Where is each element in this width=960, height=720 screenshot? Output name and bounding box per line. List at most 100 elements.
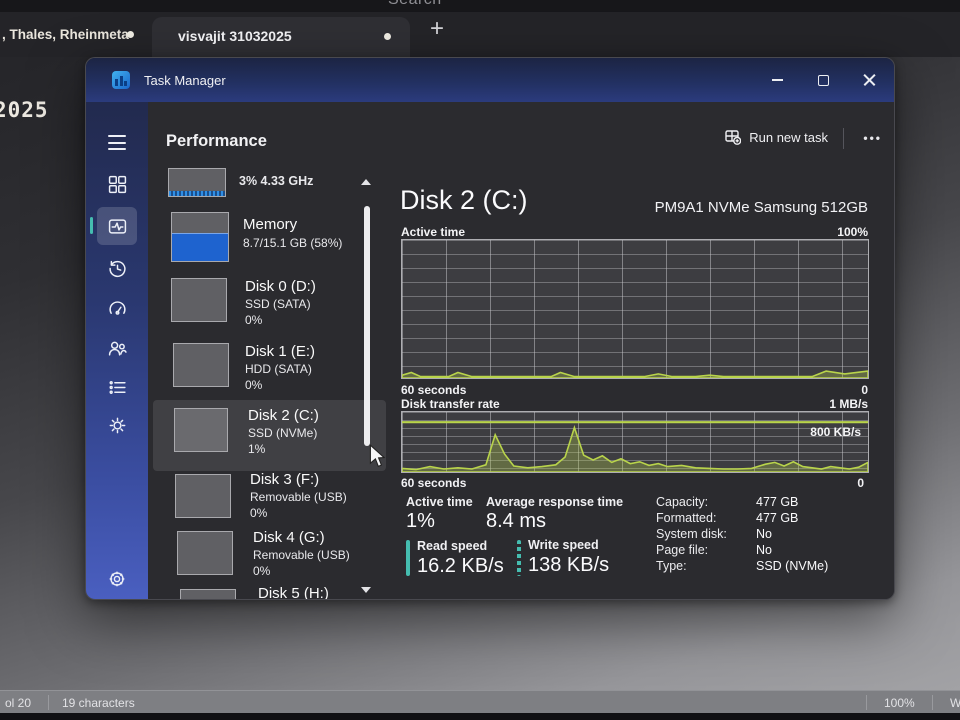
sidebar: [86, 102, 148, 599]
disk-model: PM9A1 NVMe Samsung 512GB: [654, 199, 868, 216]
selected-accent-pill: [90, 217, 93, 234]
disk3-type: Removable (USB): [250, 490, 347, 504]
monitor-bezel: [0, 713, 960, 720]
disk4-thumbnail[interactable]: [177, 531, 233, 575]
search-text: Search: [388, 0, 442, 9]
sidebar-item-services[interactable]: [97, 406, 137, 444]
performance-icon: [108, 218, 126, 234]
disk2-type: SSD (NVMe): [248, 426, 318, 440]
background-status-bar: ol 20 19 characters 100% W: [0, 690, 960, 714]
unsaved-dot-icon: [384, 33, 391, 40]
status-zoom[interactable]: 100%: [884, 696, 915, 710]
memory-thumbnail[interactable]: [171, 212, 229, 262]
active-time-chart[interactable]: [401, 239, 869, 379]
sidebar-item-app-history[interactable]: [97, 249, 137, 287]
header-divider: [843, 128, 844, 149]
status-eol-partial: W: [950, 696, 960, 710]
run-new-task-button[interactable]: Run new task: [725, 129, 828, 145]
disk2-thumbnail[interactable]: [174, 408, 228, 452]
read-speed-legend-bar: [406, 540, 410, 576]
status-divider: [866, 695, 867, 710]
window-title: Task Manager: [144, 72, 226, 88]
disk2-usage: 1%: [248, 442, 266, 456]
disk5-thumbnail[interactable]: [180, 589, 236, 599]
active-time-xlabel: 60 seconds: [401, 383, 467, 397]
disk-panel-title: Disk 2 (C:): [400, 185, 528, 215]
users-icon: [108, 341, 127, 356]
task-manager-window: Task Manager: [85, 57, 895, 600]
close-button[interactable]: [846, 58, 892, 102]
new-tab-button[interactable]: +: [430, 15, 445, 42]
active-time-stat-value: 1%: [406, 510, 435, 532]
content-panel: Performance Run new task ••• 3% 4.33 GHz…: [148, 102, 894, 599]
screen-top-strip: Search: [0, 0, 960, 12]
details-icon: [108, 380, 126, 394]
disk1-thumbnail[interactable]: [173, 343, 229, 387]
startup-apps-icon: [108, 300, 126, 315]
sidebar-item-users[interactable]: [97, 329, 137, 367]
scroll-up-icon[interactable]: [361, 179, 371, 185]
list-scrollbar-thumb[interactable]: [364, 206, 370, 446]
memory-subtitle: 8.7/15.1 GB (58%): [243, 236, 343, 250]
sidebar-item-startup-apps[interactable]: [97, 289, 137, 327]
transfer-rate-ymax: 1 MB/s: [829, 397, 868, 411]
disk1-title[interactable]: Disk 1 (E:): [245, 343, 316, 360]
type-label: Type:: [656, 559, 687, 573]
app-history-icon: [108, 260, 126, 277]
minimize-button[interactable]: [754, 58, 800, 102]
disk0-title[interactable]: Disk 0 (D:): [245, 278, 316, 295]
disk4-title[interactable]: Disk 4 (G:): [253, 529, 325, 546]
read-speed-value: 16.2 KB/s: [417, 555, 504, 577]
write-speed-legend-bar: [517, 540, 521, 576]
transfer-rate-xmin: 0: [857, 476, 864, 490]
transfer-rate-chart-label: Disk transfer rate: [401, 397, 500, 411]
disk0-type: SSD (SATA): [245, 297, 311, 311]
formatted-value: 477 GB: [756, 511, 799, 525]
scroll-down-icon[interactable]: [361, 587, 371, 593]
title-bar[interactable]: Task Manager: [86, 58, 894, 102]
avg-response-label: Average response time: [486, 495, 624, 509]
sidebar-item-performance[interactable]: [97, 207, 137, 245]
cpu-stats[interactable]: 3% 4.33 GHz: [239, 174, 314, 188]
processes-icon: [108, 175, 126, 193]
type-value: SSD (NVMe): [756, 559, 829, 573]
more-options-button[interactable]: •••: [863, 131, 882, 145]
active-time-chart-label: Active time: [401, 225, 466, 239]
disk2-title[interactable]: Disk 2 (C:): [248, 407, 319, 424]
maximize-icon: [817, 74, 829, 86]
gear-icon: [109, 571, 125, 587]
sidebar-item-details[interactable]: [97, 368, 137, 406]
hamburger-menu-button[interactable]: [108, 135, 126, 155]
disk4-type: Removable (USB): [253, 548, 350, 562]
sidebar-item-settings[interactable]: [97, 560, 137, 598]
reference-line-label: 800 KB/s: [810, 425, 861, 439]
capacity-label: Capacity:: [656, 495, 709, 509]
maximize-button[interactable]: [800, 58, 846, 102]
disk3-title[interactable]: Disk 3 (F:): [250, 471, 320, 488]
sidebar-item-processes[interactable]: [97, 165, 137, 203]
disk3-thumbnail[interactable]: [175, 474, 231, 518]
run-new-task-icon: [725, 130, 742, 145]
capacity-value: 477 GB: [756, 495, 799, 509]
status-divider: [48, 695, 49, 710]
write-speed-label: Write speed: [528, 538, 599, 552]
active-time-ymax: 100%: [837, 225, 868, 239]
tab-thales[interactable]: , Thales, Rheinmeta: [2, 27, 129, 42]
cpu-thumbnail[interactable]: [168, 168, 226, 197]
disk0-usage: 0%: [245, 313, 263, 327]
disk0-thumbnail[interactable]: [171, 278, 227, 322]
disk5-title[interactable]: Disk 5 (H:): [258, 585, 329, 600]
transfer-rate-chart[interactable]: 800 KB/s: [401, 411, 869, 473]
tab-visvajit[interactable]: visvajit 31032025: [152, 17, 410, 57]
page-file-value: No: [756, 543, 772, 557]
status-col: ol 20: [5, 696, 32, 710]
system-disk-label: System disk:: [656, 527, 727, 541]
close-icon: [863, 74, 876, 87]
status-divider: [932, 695, 933, 710]
write-speed-value: 138 KB/s: [528, 554, 610, 576]
run-new-task-label: Run new task: [749, 129, 828, 145]
editor-tab-bar: , Thales, Rheinmeta visvajit 31032025 +: [0, 12, 960, 57]
services-icon: [109, 417, 125, 433]
page-file-label: Page file:: [656, 543, 709, 557]
memory-title[interactable]: Memory: [243, 216, 298, 233]
